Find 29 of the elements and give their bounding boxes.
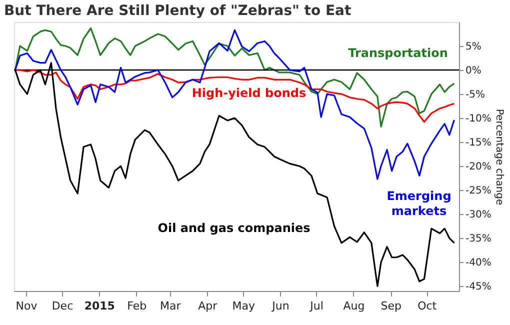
x-tick-label: Feb <box>127 300 147 312</box>
x-tick-label: May <box>232 300 256 312</box>
y-tick-label: 0% <box>466 66 482 77</box>
y-tick-label: -5% <box>466 90 485 101</box>
series-label: Emerging markets <box>386 189 452 218</box>
y-tick-label: -10% <box>466 114 492 125</box>
x-tick-label: Nov <box>16 300 38 312</box>
y-tick-label: -30% <box>466 210 492 221</box>
y-tick-label: -25% <box>466 186 492 197</box>
x-tick-label: Jul <box>309 300 324 312</box>
y-tick-label: -45% <box>466 282 492 293</box>
x-tick-label: Apr <box>198 300 218 312</box>
x-tick-label: Aug <box>343 300 365 312</box>
y-tick-label: -20% <box>466 162 492 173</box>
x-tick-label: Mar <box>160 300 182 312</box>
series-label: Oil and gas companies <box>158 221 310 235</box>
chart-title: But There Are Still Plenty of "Zebras" to Eat <box>4 3 352 19</box>
y-tick-label: -15% <box>466 138 492 149</box>
y-axis-title: Percentage change <box>493 108 504 206</box>
x-tick-label: Dec <box>52 300 74 312</box>
x-tick-label: Jun <box>271 300 290 312</box>
y-tick-label: -35% <box>466 234 492 245</box>
series-label: High-yield bonds <box>192 86 306 100</box>
x-tick-label: Sep <box>380 300 402 312</box>
x-tick-label: 2015 <box>84 300 115 312</box>
y-tick-label: -40% <box>466 258 492 269</box>
y-tick-label: 5% <box>466 42 482 53</box>
x-tick-label: Oct <box>418 300 438 312</box>
series-label: Transportation <box>348 46 448 60</box>
